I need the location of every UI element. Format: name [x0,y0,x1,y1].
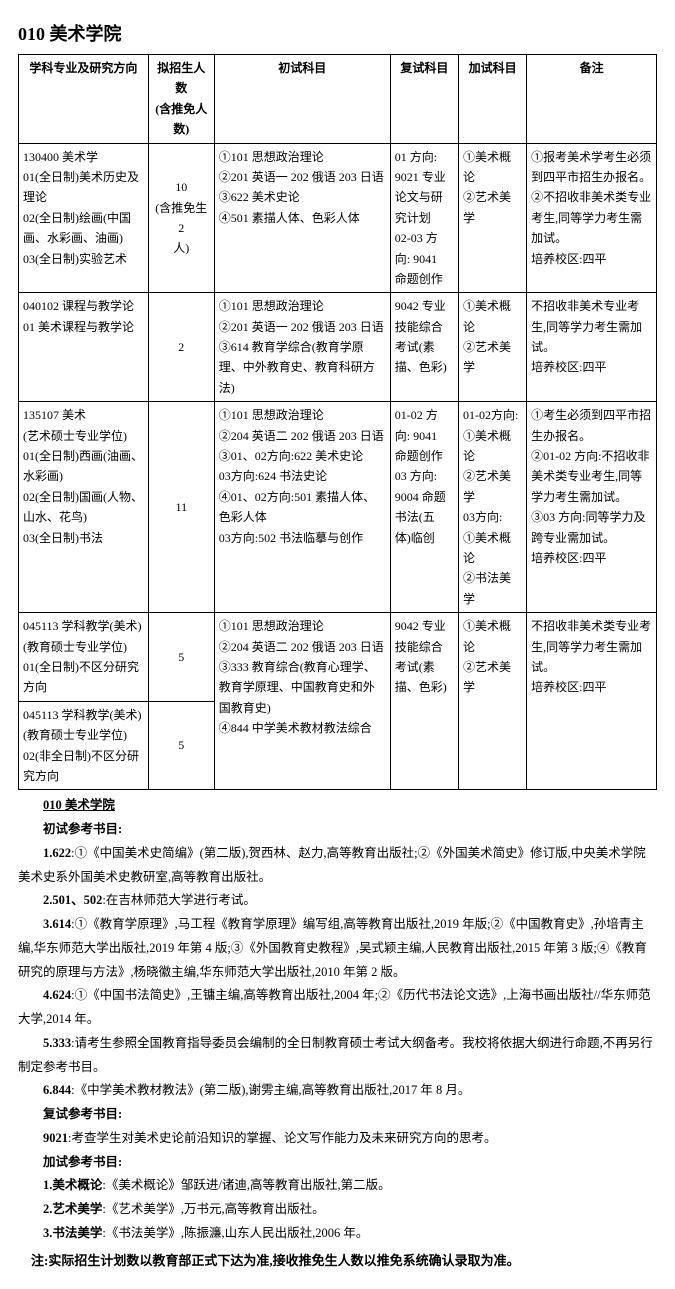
cell-major: 135107 美术 (艺术硕士专业学位) 01(全日制)西画(油画、水彩画) 0… [19,402,149,613]
cell-major: 040102 课程与教学论 01 美术课程与教学论 [19,293,149,402]
cell-second: 01-02 方 向: 9041 命题创作 03 方向: 9004 命题 书法(五… [390,402,458,613]
reference-section: 010 美术学院 初试参考书目: 1.622:①《中国美术史简编》(第二版),贺… [18,794,657,1245]
table-row: 130400 美术学 01(全日制)美术历史及理论 02(全日制)绘画(中国画、… [19,143,657,293]
cell-extra: ①美术概论 ②艺术美学 [458,293,526,402]
cell-major: 045113 学科教学(美术) (教育硕士专业学位) 02(非全日制)不区分研究… [19,701,149,790]
cell-quota: 2 [148,293,214,402]
ref-heading: 加试参考书目: [43,1155,122,1169]
th-note: 备注 [527,55,657,144]
ref-heading: 初试参考书目: [43,822,122,836]
cell-major: 045113 学科教学(美术) (教育硕士专业学位) 01(全日制)不区分研究方… [19,613,149,702]
ref-item: 3.书法美学:《书法美学》,陈振濂,山东人民出版社,2006 年。 [18,1222,657,1246]
table-row: 040102 课程与教学论 01 美术课程与教学论 2 ①101 思想政治理论 … [19,293,657,402]
table-row: 135107 美术 (艺术硕士专业学位) 01(全日制)西画(油画、水彩画) 0… [19,402,657,613]
ref-college-title: 010 美术学院 [43,798,115,812]
th-second: 复试科目 [390,55,458,144]
th-first: 初试科目 [214,55,390,144]
cell-extra: 01-02方向: ①美术概论 ②艺术美学 03方向: ①美术概论 ②书法美学 [458,402,526,613]
ref-item: 2.艺术美学:《艺术美学》,万书元,高等教育出版社。 [18,1198,657,1222]
programs-table: 学科专业及研究方向 拟招生人数 (含推免人数) 初试科目 复试科目 加试科目 备… [18,54,657,790]
footer-note: 注:实际招生计划数以教育部正式下达为准,接收推免生人数以推免系统确认录取为准。 [18,1250,657,1269]
ref-item: 5.333:请考生参照全国教育指导委员会编制的全日制教育硕士考试大纲备考。我校将… [18,1032,657,1080]
cell-second: 01 方向: 9021 专业 论文与研 究计划 02-03 方 向: 9041 … [390,143,458,293]
cell-note: ①考生必须到四平市招生办报名。 ②01-02 方向:不招收非美术类专业考生,同等… [527,402,657,613]
th-major: 学科专业及研究方向 [19,55,149,144]
cell-note: 不招收非美术专业考生,同等学力考生需加试。 培养校区:四平 [527,293,657,402]
cell-second: 9042 专业 技能综合 考试(素 描、色彩) [390,613,458,790]
cell-quota: 11 [148,402,214,613]
cell-first: ①101 思想政治理论 ②201 英语一 202 俄语 203 日语 ③614 … [214,293,390,402]
cell-major: 130400 美术学 01(全日制)美术历史及理论 02(全日制)绘画(中国画、… [19,143,149,293]
table-header-row: 学科专业及研究方向 拟招生人数 (含推免人数) 初试科目 复试科目 加试科目 备… [19,55,657,144]
cell-second: 9042 专业 技能综合 考试(素 描、色彩) [390,293,458,402]
cell-extra: ①美术概论 ②艺术美学 [458,143,526,293]
cell-quota: 10 (含推免生2 人) [148,143,214,293]
table-row: 045113 学科教学(美术) (教育硕士专业学位) 01(全日制)不区分研究方… [19,613,657,702]
th-extra: 加试科目 [458,55,526,144]
cell-quota: 5 [148,701,214,790]
ref-item: 3.614:①《教育学原理》,马工程《教育学原理》编写组,高等教育出版社,201… [18,913,657,984]
ref-item: 1.美术概论:《美术概论》邹跃进/诸迪,高等教育出版社,第二版。 [18,1174,657,1198]
ref-item: 9021:考查学生对美术史论前沿知识的掌握、论文写作能力及未来研究方向的思考。 [18,1127,657,1151]
ref-item: 4.624:①《中国书法简史》,王镛主编,高等教育出版社,2004 年;②《历代… [18,984,657,1032]
ref-heading: 复试参考书目: [43,1107,122,1121]
cell-note: 不招收非美术类专业考生,同等学力考生需加试。 培养校区:四平 [527,613,657,790]
cell-first: ①101 思想政治理论 ②204 英语二 202 俄语 203 日语 ③333 … [214,613,390,790]
ref-item: 2.501、502:在吉林师范大学进行考试。 [18,889,657,913]
cell-first: ①101 思想政治理论 ②201 英语一 202 俄语 203 日语 ③622 … [214,143,390,293]
cell-first: ①101 思想政治理论 ②204 英语二 202 俄语 203 日语 ③01、0… [214,402,390,613]
ref-item: 1.622:①《中国美术史简编》(第二版),贺西林、赵力,高等教育出版社;②《外… [18,842,657,890]
cell-extra: ①美术概论 ②艺术美学 [458,613,526,790]
ref-item: 6.844:《中学美术教材教法》(第二版),谢雱主编,高等教育出版社,2017 … [18,1079,657,1103]
cell-note: ①报考美术学考生必须到四平市招生办报名。 ②不招收非美术类专业考生,同等学力考生… [527,143,657,293]
page-title: 010 美术学院 [18,20,657,46]
cell-quota: 5 [148,613,214,702]
th-quota: 拟招生人数 (含推免人数) [148,55,214,144]
